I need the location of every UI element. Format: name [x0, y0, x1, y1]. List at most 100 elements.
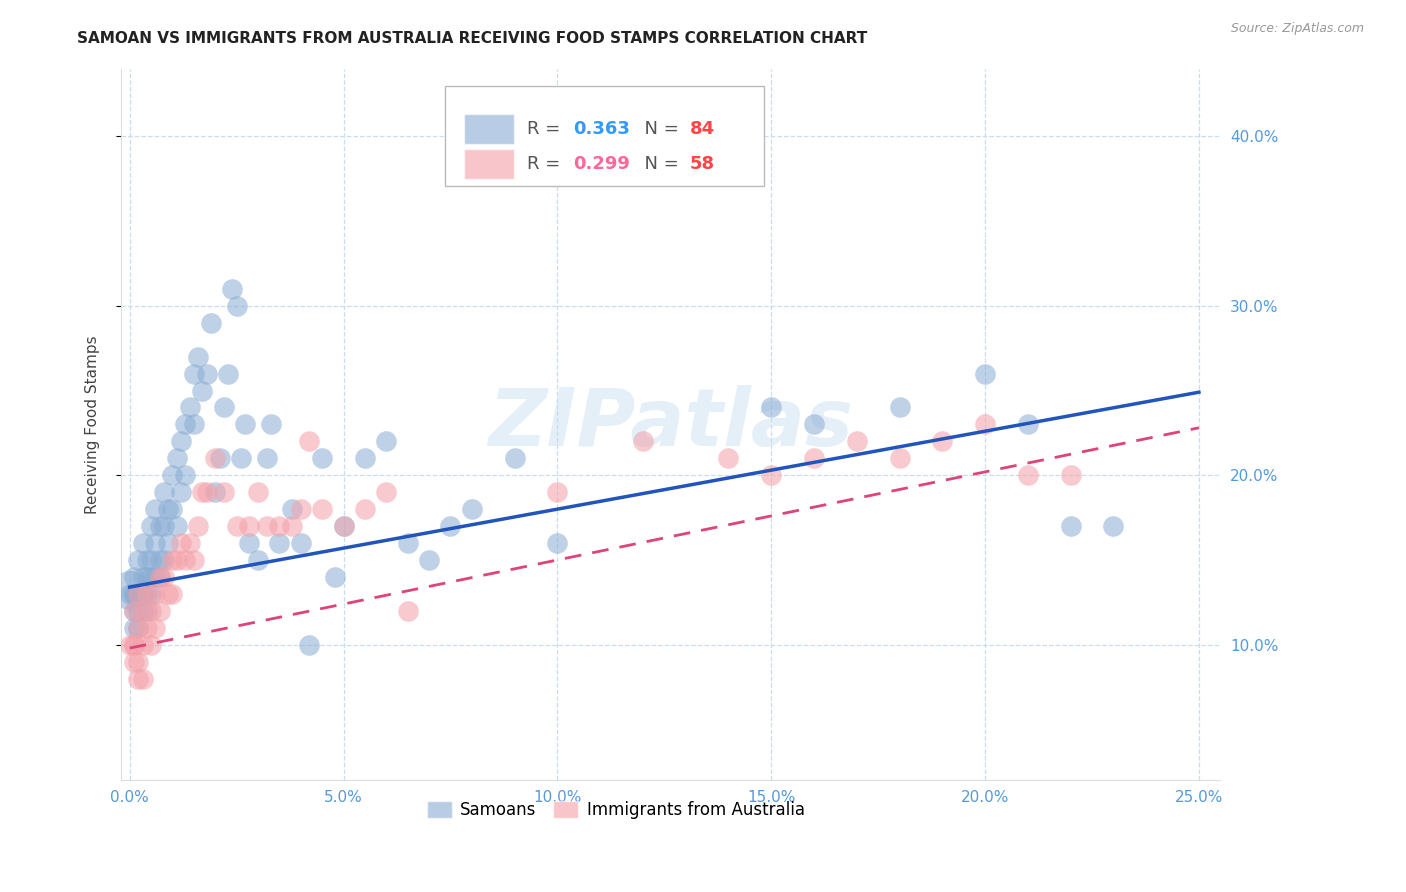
Point — [174, 417, 197, 432]
Point — [122, 638, 145, 652]
Point — [354, 451, 377, 466]
Point — [281, 502, 304, 516]
Point — [179, 536, 201, 550]
Point — [1017, 468, 1039, 483]
Point — [269, 519, 291, 533]
Point — [149, 570, 172, 584]
Point — [195, 367, 218, 381]
Point — [889, 401, 911, 415]
Point — [139, 638, 162, 652]
Point — [131, 604, 153, 618]
Point — [375, 485, 398, 500]
Point — [143, 570, 166, 584]
Point — [135, 587, 157, 601]
Point — [127, 621, 149, 635]
Point — [298, 638, 321, 652]
Point — [153, 553, 176, 567]
Point — [127, 587, 149, 601]
Point — [889, 451, 911, 466]
Point — [139, 570, 162, 584]
Point — [323, 570, 346, 584]
Point — [803, 417, 825, 432]
Point — [803, 451, 825, 466]
Bar — [464, 114, 513, 144]
Point — [122, 655, 145, 669]
Point — [122, 587, 145, 601]
Point — [153, 519, 176, 533]
Point — [122, 570, 145, 584]
Text: Source: ZipAtlas.com: Source: ZipAtlas.com — [1230, 22, 1364, 36]
Point — [191, 485, 214, 500]
Point — [761, 401, 783, 415]
Point — [131, 604, 153, 618]
Point — [332, 519, 354, 533]
Point — [717, 451, 740, 466]
Point — [191, 384, 214, 398]
Text: ZIPatlas: ZIPatlas — [488, 385, 853, 464]
Point — [149, 553, 172, 567]
Point — [1059, 468, 1081, 483]
Point — [461, 502, 484, 516]
Point — [187, 519, 209, 533]
Text: N =: N = — [633, 120, 685, 137]
FancyBboxPatch shape — [446, 87, 763, 186]
Point — [149, 570, 172, 584]
Point — [290, 536, 312, 550]
Point — [149, 519, 172, 533]
Point — [127, 587, 149, 601]
Point — [845, 434, 868, 449]
Point — [131, 587, 153, 601]
Point — [229, 451, 252, 466]
Point — [761, 468, 783, 483]
Point — [118, 583, 141, 598]
Point — [311, 451, 333, 466]
Point — [170, 536, 193, 550]
Point — [233, 417, 256, 432]
Point — [974, 367, 997, 381]
Point — [183, 367, 205, 381]
Point — [281, 519, 304, 533]
Point — [153, 570, 176, 584]
Point — [170, 485, 193, 500]
Point — [225, 299, 247, 313]
Point — [162, 587, 184, 601]
Point — [546, 485, 568, 500]
Point — [122, 587, 145, 601]
Point — [174, 468, 197, 483]
Point — [157, 587, 180, 601]
Point — [127, 604, 149, 618]
Point — [195, 485, 218, 500]
Point — [131, 587, 153, 601]
Point — [974, 417, 997, 432]
Point — [118, 638, 141, 652]
Point — [131, 638, 153, 652]
Point — [212, 485, 235, 500]
Point — [246, 485, 269, 500]
Point — [290, 502, 312, 516]
Point — [118, 587, 141, 601]
Point — [396, 604, 419, 618]
Point — [135, 621, 157, 635]
Point — [122, 604, 145, 618]
Point — [122, 604, 145, 618]
Point — [143, 587, 166, 601]
Text: SAMOAN VS IMMIGRANTS FROM AUSTRALIA RECEIVING FOOD STAMPS CORRELATION CHART: SAMOAN VS IMMIGRANTS FROM AUSTRALIA RECE… — [77, 31, 868, 46]
Point — [217, 367, 239, 381]
Point — [166, 553, 188, 567]
Text: 0.363: 0.363 — [572, 120, 630, 137]
Point — [396, 536, 419, 550]
Point — [246, 553, 269, 567]
Y-axis label: Receiving Food Stamps: Receiving Food Stamps — [86, 335, 100, 514]
Text: R =: R = — [527, 120, 565, 137]
Point — [631, 434, 654, 449]
Point — [153, 485, 176, 500]
Point — [127, 672, 149, 686]
Point — [332, 519, 354, 533]
Point — [139, 587, 162, 601]
Point — [183, 417, 205, 432]
Point — [503, 451, 526, 466]
Point — [162, 468, 184, 483]
Point — [260, 417, 283, 432]
Text: N =: N = — [633, 155, 685, 173]
Point — [127, 655, 149, 669]
